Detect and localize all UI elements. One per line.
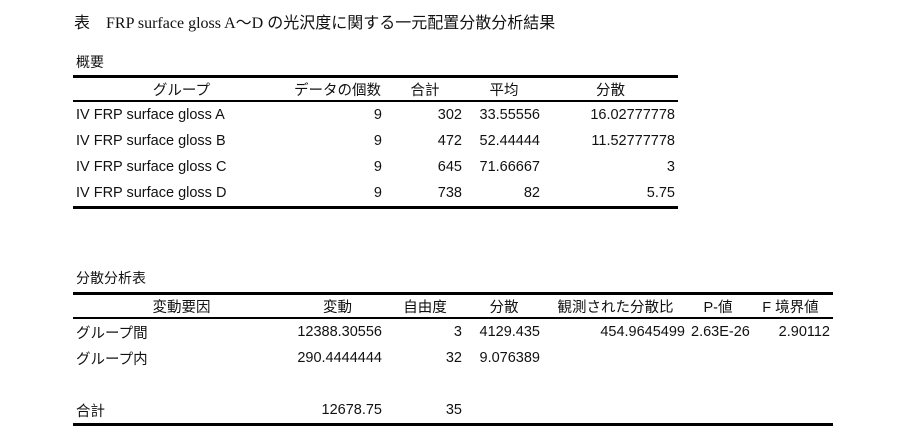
table-row: 合計 12678.75 35 xyxy=(73,397,833,425)
table-cell: 52.44444 xyxy=(479,133,540,149)
table-cell: 3 xyxy=(666,159,675,175)
table-cell xyxy=(748,345,833,371)
table-cell: 454.9645499 xyxy=(600,324,685,340)
table-row: IV FRP surface gloss C 9 645 71.66667 3 xyxy=(73,154,678,180)
row-label: 合計 xyxy=(76,403,105,420)
summary-table: グループ データの個数 合計 平均 分散 IV FRP surface gloss A 9… xyxy=(73,75,678,209)
table-cell xyxy=(385,371,465,397)
table-row: IV FRP surface gloss A 9 302 33.55556 16.027… xyxy=(73,101,678,128)
table-cell: 9.076389 xyxy=(479,350,540,366)
table-row xyxy=(73,371,833,397)
table-cell: 290.4444444 xyxy=(297,350,382,366)
anova-column-header: 自由度 xyxy=(403,299,447,316)
row-label: IV FRP surface gloss B xyxy=(76,133,226,149)
table-cell xyxy=(748,371,833,397)
table-cell: 2.63E-26 xyxy=(691,324,750,340)
table-cell xyxy=(543,397,688,425)
table-cell: 32 xyxy=(445,350,462,366)
row-label: IV FRP surface gloss D xyxy=(76,185,227,201)
table-cell: 738 xyxy=(437,185,462,201)
summary-column-header: 平均 xyxy=(489,82,519,99)
table-cell: 5.75 xyxy=(646,185,675,201)
table-cell: 33.55556 xyxy=(479,107,540,123)
anova-column-header: F 境界値 xyxy=(762,299,819,316)
row-label: グループ内 xyxy=(76,351,148,368)
summary-column-header: データの個数 xyxy=(294,82,381,99)
table-row: グループ間 12388.30556 3 4129.435 454.9645499 2.63… xyxy=(73,318,833,345)
table-cell xyxy=(748,397,833,425)
summary-column-header: 分散 xyxy=(596,82,625,99)
summary-header-row: グループ データの個数 合計 平均 分散 xyxy=(73,76,678,101)
table-cell: 3 xyxy=(453,324,462,340)
table-cell: 82 xyxy=(523,185,540,201)
table-cell xyxy=(465,371,543,397)
summary-column-header: 合計 xyxy=(410,82,440,99)
anova-column-header: 変動要因 xyxy=(152,299,211,316)
table-cell: 302 xyxy=(437,107,462,123)
document-title: 表 FRP surface gloss A～D の光沢度に関する一元配置分散分析… xyxy=(74,15,556,32)
row-label: IV FRP surface gloss A xyxy=(76,107,225,123)
table-row: IV FRP surface gloss D 9 738 82 5.75 xyxy=(73,180,678,208)
table-cell: 12388.30556 xyxy=(297,324,382,340)
table-cell: 71.66667 xyxy=(479,159,540,175)
anova-column-header: P-値 xyxy=(703,299,733,316)
anova-column-header: 観測された分散比 xyxy=(557,299,674,316)
table-cell: 12678.75 xyxy=(321,402,382,418)
table-cell: 9 xyxy=(373,159,382,175)
row-label xyxy=(73,371,290,397)
table-cell: 9 xyxy=(373,185,382,201)
row-label: グループ間 xyxy=(76,325,148,342)
table-cell: 16.02777778 xyxy=(590,107,675,123)
table-cell xyxy=(465,397,543,425)
table-cell: 2.90112 xyxy=(778,324,830,340)
anova-label: 分散分析表 xyxy=(76,270,146,286)
row-label: IV FRP surface gloss C xyxy=(76,159,227,175)
table-cell xyxy=(543,345,688,371)
table-row: IV FRP surface gloss B 9 472 52.44444 11.527… xyxy=(73,128,678,154)
anova-column-header: 変動 xyxy=(323,299,352,316)
table-cell xyxy=(290,371,385,397)
anova-table: 変動要因 変動 自由度 分散 観測された分散比 P-値 F 境界値 グループ間 12388.3… xyxy=(73,292,833,426)
summary-column-header: グループ xyxy=(152,82,211,99)
table-cell: 472 xyxy=(437,133,462,149)
anova-column-header: 分散 xyxy=(489,299,519,316)
summary-label: 概要 xyxy=(76,54,104,70)
table-cell: 645 xyxy=(437,159,462,175)
table-cell xyxy=(688,345,748,371)
table-cell: 9 xyxy=(373,107,382,123)
table-cell xyxy=(688,371,748,397)
table-cell xyxy=(543,371,688,397)
table-cell xyxy=(688,397,748,425)
table-cell: 35 xyxy=(445,402,462,418)
table-row: グループ内 290.4444444 32 9.076389 xyxy=(73,345,833,371)
table-cell: 4129.435 xyxy=(479,324,540,340)
anova-header-row: 変動要因 変動 自由度 分散 観測された分散比 P-値 F 境界値 xyxy=(73,293,833,318)
table-cell: 9 xyxy=(373,133,382,149)
table-cell: 11.52777778 xyxy=(591,133,675,149)
